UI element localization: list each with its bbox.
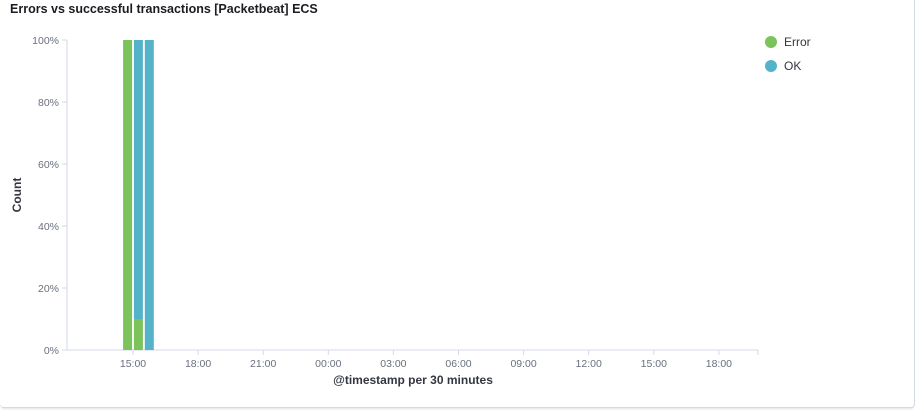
legend-item-error[interactable]: Error: [765, 34, 811, 50]
legend-label-error: Error: [784, 35, 811, 49]
ok-color-dot-icon: [765, 60, 777, 72]
y-axis: 0% 20% 40% 60% 80% 100%: [32, 35, 68, 357]
x-axis: 15:00 18:00 21:00 00:00 03:00 06:00 09:00 12:00…: [67, 349, 759, 370]
x-tick-label: 00:00: [315, 358, 341, 370]
y-tick-label: 80%: [38, 97, 59, 109]
y-tick-label: 0%: [44, 345, 59, 357]
y-tick-label: 40%: [38, 221, 59, 233]
x-tick-label: 03:00: [380, 358, 406, 370]
bar-segment-error[interactable]: [123, 40, 133, 350]
bars: [123, 40, 154, 350]
x-tick-label: 18:00: [185, 358, 211, 370]
y-axis-title: Count: [10, 178, 24, 213]
bar-segment-error[interactable]: [133, 319, 143, 350]
x-tick-label: 18:00: [706, 358, 732, 370]
panel-title: Errors vs successful transactions [Packe…: [10, 2, 318, 16]
x-tick-label: 21:00: [250, 358, 276, 370]
x-tick-label: 06:00: [445, 358, 471, 370]
x-axis-title: @timestamp per 30 minutes: [333, 373, 493, 387]
bar-segment-ok[interactable]: [133, 40, 143, 319]
bar-segment-ok[interactable]: [144, 40, 154, 350]
error-color-dot-icon: [765, 36, 777, 48]
x-tick-label: 12:00: [576, 358, 602, 370]
y-tick-label: 60%: [38, 159, 59, 171]
y-tick-label: 20%: [38, 283, 59, 295]
legend: Error OK: [765, 34, 811, 82]
legend-item-ok[interactable]: OK: [765, 58, 811, 74]
legend-label-ok: OK: [784, 59, 802, 73]
x-tick-label: 09:00: [510, 358, 536, 370]
y-tick-label: 100%: [32, 35, 59, 47]
x-tick-label: 15:00: [120, 358, 146, 370]
x-tick-label: 15:00: [641, 358, 667, 370]
